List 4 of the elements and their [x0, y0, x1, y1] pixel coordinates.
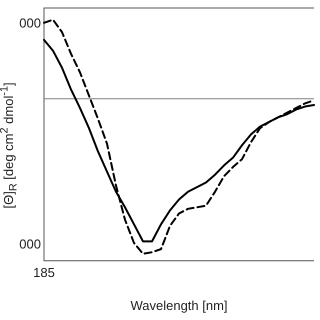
text: 185 — [33, 264, 55, 280]
text: 000 — [19, 16, 41, 31]
x-axis-title: Wavelength [nm] — [130, 298, 228, 313]
text: 000 — [19, 236, 41, 252]
